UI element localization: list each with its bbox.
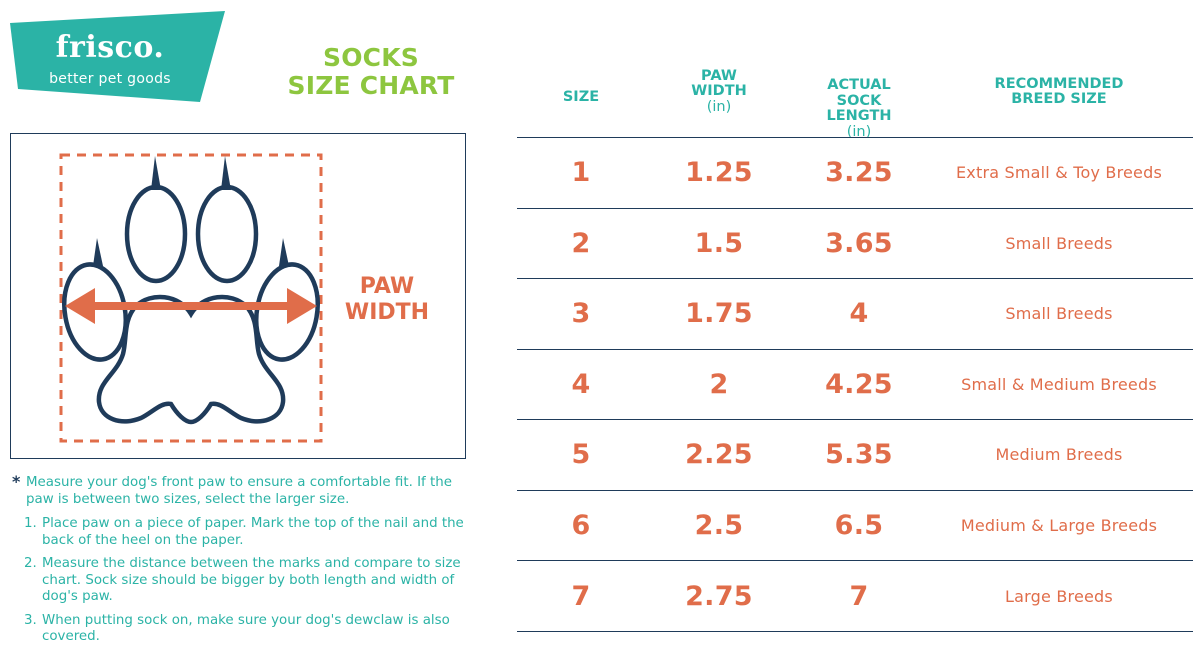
step-number: 2. [24,556,37,571]
breed-cell: Small Breeds [1005,304,1113,324]
asterisk-icon: * [12,472,21,491]
paw-diagram: PAW WIDTH [10,133,466,459]
size-cell: 1 [571,157,591,189]
paw-width-cell: 1.25 [685,157,753,189]
width-arrow-shaft [83,302,299,310]
sock-length-cell: 5.35 [825,439,893,471]
table-row: 4 2 4.25 Small & Medium Breeds [517,348,1193,420]
toe-inner-right [195,184,259,284]
width-arrow-right-head [287,288,317,324]
sock-length-cell: 4 [849,298,869,330]
title-line-2: SIZE CHART [287,71,455,100]
header-sock-length: ACTUAL SOCK LENGTH (in) [826,77,892,140]
paw-width-label-line-1: PAW [359,274,415,299]
breed-cell: Extra Small & Toy Breeds [956,163,1162,183]
table-row: 6 2.5 6.5 Medium & Large Breeds [517,489,1193,561]
size-cell: 7 [571,580,591,612]
instructions-note: * Measure your dog's front paw to ensure… [12,472,482,508]
step-text: When putting sock on, make sure your dog… [42,612,450,645]
breed-cell: Small Breeds [1005,233,1113,253]
instruction-step: 1. Place paw on a piece of paper. Mark t… [12,516,482,549]
title-line-1: SOCKS [323,43,419,72]
step-number: 1. [24,516,37,531]
breed-cell: Medium & Large Breeds [960,515,1158,535]
size-cell: 2 [571,227,591,259]
paw-print-icon [59,153,323,443]
sock-length-cell: 3.65 [825,227,893,259]
note-text: Measure your dog's front paw to ensure a… [26,475,452,507]
sock-length-cell: 6.5 [834,509,884,541]
step-text: Place paw on a piece of paper. Mark the … [42,516,464,548]
breed-cell: Small & Medium Breeds [961,374,1157,394]
paw-width-cell: 2.25 [685,439,753,471]
breed-cell: Medium Breeds [995,445,1123,465]
table-row: 1 1.25 3.25 Extra Small & Toy Breeds [517,137,1193,208]
paw-width-label-line-2: WIDTH [344,300,430,325]
measuring-instructions: * Measure your dog's front paw to ensure… [12,472,482,653]
sock-length-cell: 3.25 [825,157,893,189]
main-pad [96,294,286,425]
paw-width-cell: 1.75 [685,298,753,330]
size-cell: 4 [571,368,591,400]
header-size: SIZE [562,89,600,106]
table-row: 2 1.5 3.65 Small Breeds [517,207,1193,279]
instruction-step: 3. When putting sock on, make sure your … [12,613,482,646]
breed-cell: Large Breeds [1005,586,1113,606]
toe-inner-left [124,184,188,284]
header-paw-width: PAW WIDTH (in) [691,67,747,115]
paw-width-cell: 2.75 [685,580,753,612]
brand-name: frisco. [55,30,165,65]
page-title: SOCKS SIZE CHART [276,44,466,100]
paw-width-label: PAW WIDTH [337,274,437,326]
measure-box [59,153,323,443]
instruction-step: 2. Measure the distance between the mark… [12,556,482,606]
sock-length-cell: 4.25 [825,368,893,400]
size-cell: 6 [571,509,591,541]
width-arrow-left-head [65,288,95,324]
brand-logo: frisco. better pet goods [10,11,228,103]
size-cell: 5 [571,439,591,471]
table-row: 3 1.75 4 Small Breeds [517,278,1193,349]
paw-width-cell: 2.5 [694,509,744,541]
instruction-steps: 1. Place paw on a piece of paper. Mark t… [12,516,482,646]
sock-length-cell: 7 [849,580,869,612]
size-cell: 3 [571,298,591,330]
header-breed-size: RECOMMENDED BREED SIZE [994,75,1124,107]
table-row: 5 2.25 5.35 Medium Breeds [517,419,1193,490]
size-table-header: SIZE PAW WIDTH (in) ACTUAL SOCK LENGTH (… [517,58,1193,140]
logo-badge [10,11,225,102]
table-row: 7 2.75 7 Large Breeds [517,560,1193,632]
step-number: 3. [24,612,37,628]
paw-width-cell: 1.5 [694,227,744,259]
step-text: Measure the distance between the marks a… [42,556,461,604]
paw-width-cell: 2 [709,368,729,400]
size-table: 1 1.25 3.25 Extra Small & Toy Breeds 2 1… [517,137,1193,632]
brand-tagline: better pet goods [49,71,171,87]
